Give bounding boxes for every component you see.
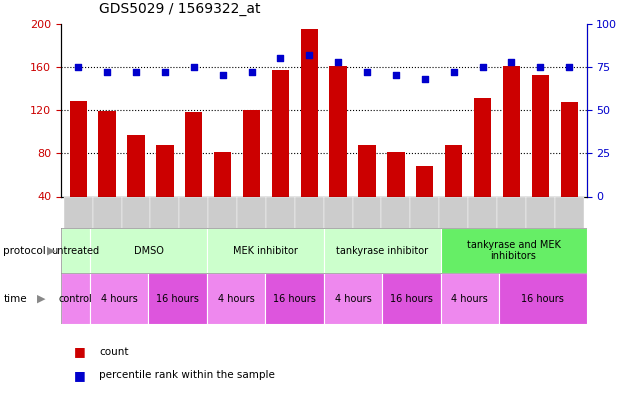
Point	[131, 69, 141, 75]
Text: 4 hours: 4 hours	[335, 294, 371, 304]
Point	[217, 72, 228, 79]
Bar	[99, 111, 116, 196]
Text: percentile rank within the sample: percentile rank within the sample	[99, 370, 275, 380]
Text: 4 hours: 4 hours	[451, 294, 488, 304]
Text: 16 hours: 16 hours	[521, 294, 564, 304]
Text: 4 hours: 4 hours	[101, 294, 138, 304]
Bar	[128, 135, 145, 196]
Bar	[410, 196, 439, 257]
Text: DMSO: DMSO	[133, 246, 163, 255]
Bar	[156, 145, 174, 196]
Bar	[497, 196, 526, 257]
Text: count: count	[99, 347, 129, 357]
Bar	[531, 75, 549, 196]
Text: tankyrase and MEK
inhibitors: tankyrase and MEK inhibitors	[467, 240, 560, 261]
Bar	[445, 145, 462, 196]
Bar	[554, 196, 583, 257]
Point	[333, 59, 344, 65]
Bar	[474, 98, 491, 196]
Bar	[381, 196, 410, 257]
Bar	[149, 273, 207, 324]
Bar	[440, 228, 587, 273]
Bar	[468, 196, 497, 257]
Text: MEK inhibitor: MEK inhibitor	[233, 246, 297, 255]
Bar	[499, 273, 587, 324]
Point	[535, 64, 545, 70]
Bar	[560, 103, 578, 196]
Bar	[90, 273, 149, 324]
Bar	[272, 70, 289, 196]
Text: time: time	[3, 294, 27, 304]
Bar	[382, 273, 440, 324]
Point	[304, 51, 314, 58]
Bar	[295, 196, 324, 257]
Text: ▶: ▶	[47, 246, 55, 255]
Bar	[61, 228, 90, 273]
Text: protocol: protocol	[3, 246, 46, 255]
Text: GDS5029 / 1569322_at: GDS5029 / 1569322_at	[99, 2, 261, 16]
Text: 16 hours: 16 hours	[156, 294, 199, 304]
Bar	[61, 273, 90, 324]
Point	[506, 59, 517, 65]
Bar	[237, 196, 266, 257]
Point	[362, 69, 372, 75]
Point	[246, 69, 256, 75]
Bar	[301, 29, 318, 196]
Point	[564, 64, 574, 70]
Point	[188, 64, 199, 70]
Bar	[70, 101, 87, 196]
Bar	[64, 196, 93, 257]
Bar	[324, 228, 440, 273]
Bar	[439, 196, 468, 257]
Point	[275, 55, 285, 61]
Point	[449, 69, 459, 75]
Bar	[90, 228, 207, 273]
Bar	[266, 196, 295, 257]
Point	[160, 69, 170, 75]
Text: control: control	[58, 294, 92, 304]
Text: untreated: untreated	[51, 246, 99, 255]
Bar	[324, 196, 353, 257]
Text: 4 hours: 4 hours	[218, 294, 254, 304]
Bar	[151, 196, 179, 257]
Text: 16 hours: 16 hours	[273, 294, 316, 304]
Bar	[265, 273, 324, 324]
Bar	[387, 152, 404, 196]
Bar	[440, 273, 499, 324]
Point	[102, 69, 112, 75]
Bar	[93, 196, 122, 257]
Bar	[353, 196, 381, 257]
Bar	[122, 196, 151, 257]
Bar	[185, 112, 203, 196]
Bar	[329, 66, 347, 196]
Bar	[324, 273, 382, 324]
Bar	[503, 66, 520, 196]
Bar	[207, 228, 324, 273]
Bar	[526, 196, 554, 257]
Text: 16 hours: 16 hours	[390, 294, 433, 304]
Text: ■: ■	[74, 345, 85, 358]
Bar	[179, 196, 208, 257]
Bar	[358, 145, 376, 196]
Bar	[214, 152, 231, 196]
Text: tankyrase inhibitor: tankyrase inhibitor	[336, 246, 428, 255]
Point	[73, 64, 83, 70]
Bar	[243, 110, 260, 196]
Point	[420, 76, 430, 82]
Point	[478, 64, 488, 70]
Bar	[207, 273, 265, 324]
Text: ■: ■	[74, 369, 85, 382]
Text: ▶: ▶	[37, 294, 46, 304]
Point	[391, 72, 401, 79]
Bar	[416, 166, 433, 196]
Bar	[208, 196, 237, 257]
